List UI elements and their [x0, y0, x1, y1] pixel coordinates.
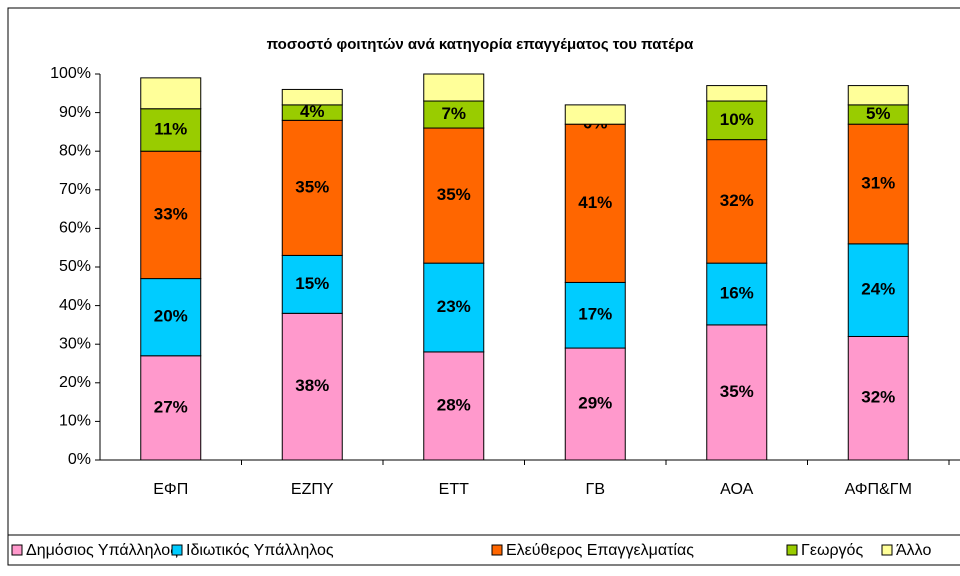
- x-tick-label: ΕΦΠ: [153, 481, 188, 498]
- y-tick-label: 60%: [59, 220, 91, 237]
- legend-swatch: [881, 544, 893, 556]
- data-label: 15%: [295, 274, 329, 293]
- bar-segment: [706, 262, 768, 326]
- bar-segment: [281, 254, 343, 314]
- chart-title: ποσοστό φοιτητών ανά κατηγορία επαγγέματ…: [267, 36, 695, 53]
- y-tick-label: 10%: [59, 413, 91, 430]
- x-tick-label: ΕΤΤ: [439, 481, 469, 498]
- data-label: 20%: [154, 307, 188, 326]
- data-label: 35%: [437, 185, 471, 204]
- bar-segment: [423, 262, 485, 353]
- legend-label: Δημόσιος Υπάλληλος: [26, 542, 178, 559]
- data-label: 32%: [861, 388, 895, 407]
- legend-swatch: [11, 544, 23, 556]
- x-tick-label: ΑΟΑ: [720, 481, 753, 498]
- legend-swatch: [491, 544, 503, 556]
- data-label: 11%: [154, 119, 187, 138]
- data-label: 35%: [295, 177, 329, 196]
- x-tick-label: ΕΖΠΥ: [291, 481, 334, 498]
- bar-segment: [847, 335, 909, 461]
- bar-segment: [847, 123, 909, 245]
- y-tick-label: 90%: [59, 104, 91, 121]
- data-label: 5%: [866, 104, 891, 123]
- bar-segment: [423, 127, 485, 264]
- bar-segment: [140, 278, 202, 357]
- data-label: 24%: [861, 280, 895, 299]
- bar-segment: [847, 243, 909, 337]
- bar-segment: [564, 123, 626, 283]
- y-tick-label: 0%: [68, 451, 91, 468]
- bar-segment: [281, 119, 343, 256]
- bar-segment: [706, 139, 768, 264]
- data-label: 35%: [720, 382, 754, 401]
- bar-segment: [706, 100, 768, 141]
- bar-segment: [140, 355, 202, 461]
- legend-swatch: [786, 544, 798, 556]
- data-label: 28%: [437, 395, 471, 414]
- legend-label: Άλλο: [896, 542, 931, 559]
- bar-segment: [564, 104, 626, 125]
- y-tick-label: 80%: [59, 142, 91, 159]
- bar-segment: [847, 85, 909, 106]
- data-label: 41%: [578, 193, 612, 212]
- bar-segment: [281, 88, 343, 106]
- bar-segment: [281, 312, 343, 461]
- data-label: 10%: [720, 110, 754, 129]
- data-label: 29%: [578, 394, 612, 413]
- legend-label: Ελεύθερος Επαγγελματίας: [506, 542, 694, 559]
- data-label: 23%: [437, 297, 471, 316]
- bar-segment: [564, 347, 626, 461]
- bar-segment: [423, 351, 485, 461]
- data-label: 32%: [720, 191, 754, 210]
- y-tick-label: 40%: [59, 297, 91, 314]
- y-tick-label: 50%: [59, 258, 91, 275]
- legend-label: Γεωργός: [801, 542, 863, 559]
- y-tick-label: 20%: [59, 374, 91, 391]
- bar-segment: [423, 73, 485, 102]
- bar-segment: [706, 85, 768, 102]
- legend-swatch: [171, 544, 183, 556]
- data-label: 31%: [861, 173, 895, 192]
- data-label: 38%: [295, 376, 329, 395]
- x-tick-label: ΓΒ: [586, 481, 605, 498]
- bar-segment: [564, 281, 626, 349]
- bar-segment: [140, 77, 202, 110]
- y-tick-label: 100%: [50, 65, 91, 82]
- data-label: 16%: [720, 284, 754, 303]
- data-label: 7%: [441, 104, 466, 123]
- data-label: 4%: [300, 102, 325, 121]
- data-label: 27%: [154, 397, 188, 416]
- x-tick-label: ΑΦΠ&ΓΜ: [845, 481, 912, 498]
- y-tick-label: 70%: [59, 181, 91, 198]
- bar-segment: [423, 100, 485, 129]
- data-label: 17%: [578, 305, 612, 324]
- y-tick-label: 30%: [59, 335, 91, 352]
- data-label: 33%: [154, 204, 188, 223]
- legend-label: Ιδιωτικός Υπάλληλος: [186, 542, 334, 559]
